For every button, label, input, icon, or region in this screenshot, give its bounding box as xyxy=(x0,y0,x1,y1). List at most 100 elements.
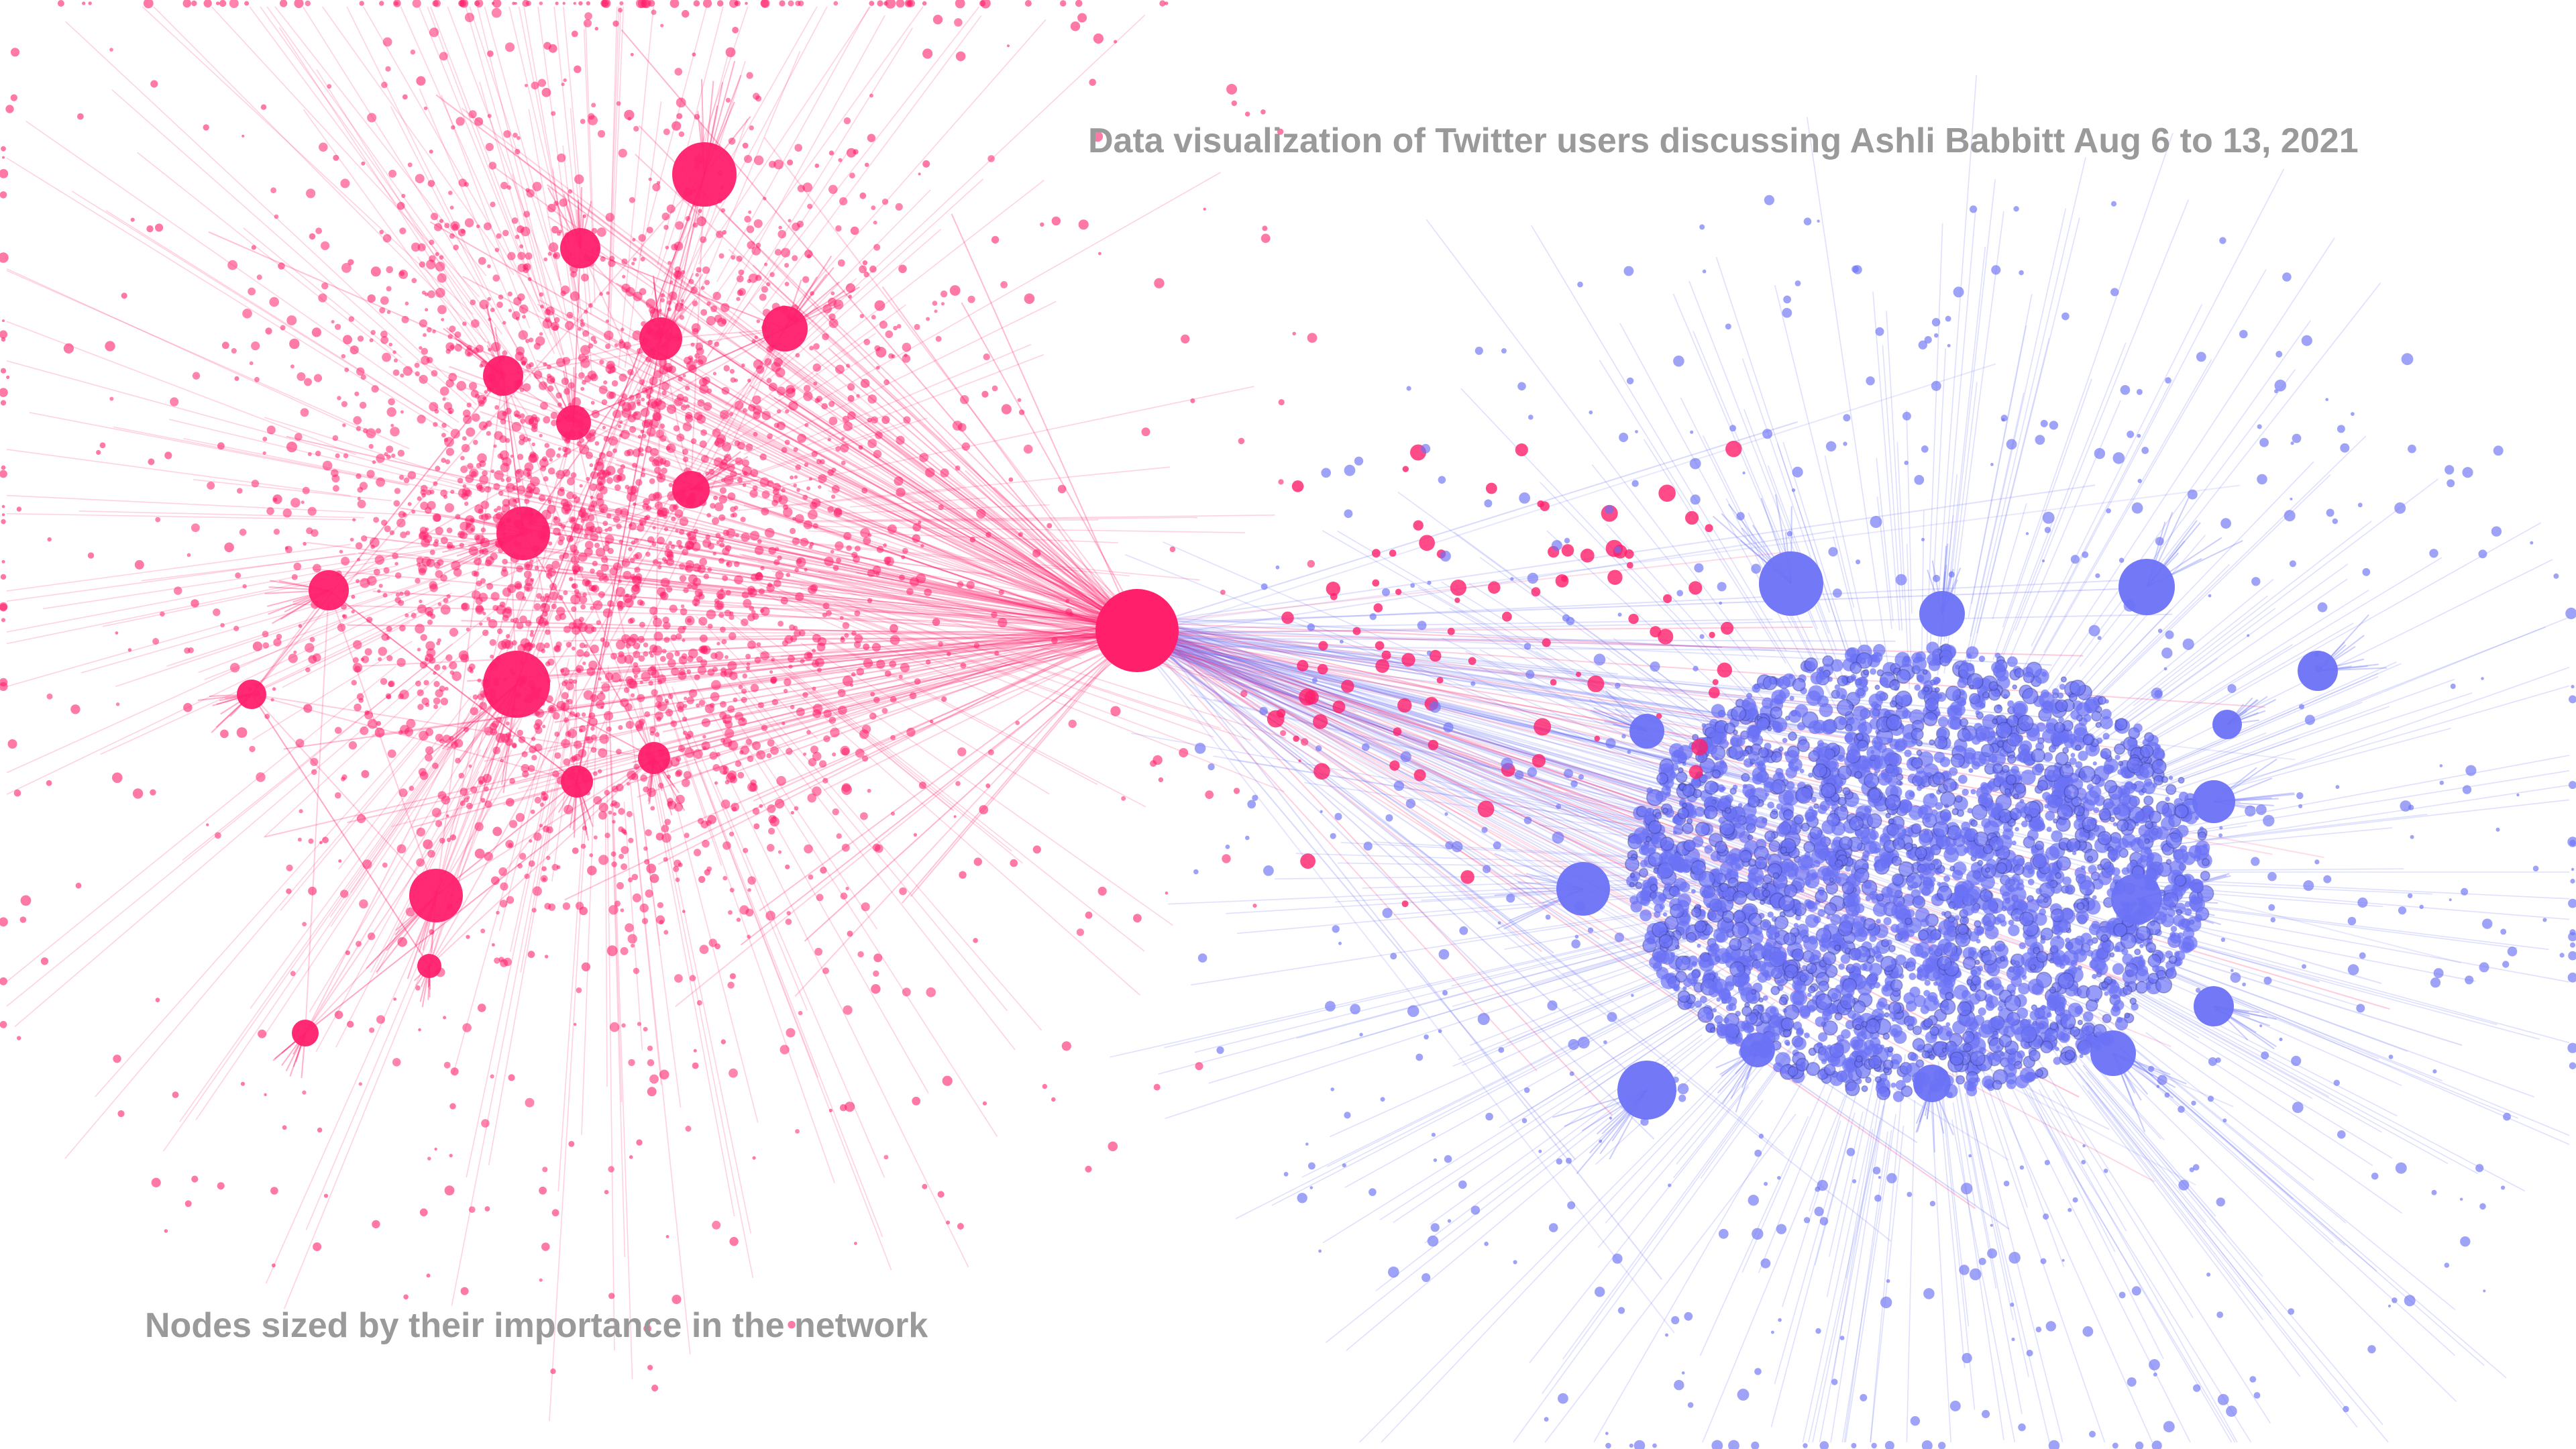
cluster-a-node xyxy=(720,667,727,674)
cluster-a-node xyxy=(439,52,448,61)
cluster-a-node xyxy=(620,947,629,955)
cluster-a-node xyxy=(751,741,761,751)
bridge-edge xyxy=(1137,623,1603,997)
cluster-b-edge xyxy=(1930,1095,1951,1443)
cluster-a-node xyxy=(708,468,714,475)
cluster-a-node xyxy=(637,435,642,439)
cluster-a-edge xyxy=(713,747,969,1268)
cluster-a-node xyxy=(633,967,640,975)
cluster-b-edge xyxy=(1477,791,1712,835)
cluster-a-node xyxy=(1078,219,1089,230)
cluster-a-node xyxy=(506,185,512,190)
cluster-a-node xyxy=(957,747,967,757)
cluster-a-node xyxy=(458,650,469,661)
cluster-a-node xyxy=(556,453,561,458)
cluster-a-node xyxy=(533,343,541,350)
cluster-a-node xyxy=(40,957,49,965)
cluster-a-node xyxy=(547,500,551,504)
cluster-a-edge xyxy=(759,584,1285,793)
cluster-a-node xyxy=(606,477,613,484)
cluster-b-node xyxy=(1767,802,1774,809)
cluster-a-node xyxy=(808,477,812,481)
cluster-a-node xyxy=(254,376,260,382)
cluster-a-node xyxy=(753,405,762,415)
cluster-a-node xyxy=(812,523,818,529)
cluster-a-node xyxy=(573,1,576,5)
cluster-a-node xyxy=(582,661,586,665)
cluster-a-node xyxy=(684,833,690,839)
cluster-a-node xyxy=(518,330,528,340)
cluster-a-node xyxy=(707,567,712,572)
cluster-a-node xyxy=(608,391,616,399)
bridge-edge xyxy=(567,631,1137,672)
cluster-a-node xyxy=(354,665,361,673)
cluster-a-node xyxy=(288,653,298,663)
cluster-a-node xyxy=(439,837,445,844)
cluster-b-edge xyxy=(1605,656,1705,725)
cluster-b-edge xyxy=(2077,1071,2349,1412)
cluster-a-node xyxy=(398,693,404,700)
cluster-a-node xyxy=(649,873,659,883)
cluster-a-node xyxy=(1154,278,1165,288)
cluster-b-edge xyxy=(1340,842,1704,862)
cluster-a-node xyxy=(445,459,450,465)
cluster-a-node xyxy=(359,401,367,409)
cluster-b-node xyxy=(1912,1025,1923,1036)
cluster-a-node xyxy=(627,449,634,456)
cluster-a-node xyxy=(455,117,465,126)
cluster-a-node xyxy=(660,23,664,28)
cluster-a-node xyxy=(819,760,827,768)
cluster-a-edge xyxy=(280,733,429,911)
hub-node xyxy=(561,765,593,798)
cluster-a-node xyxy=(164,451,172,460)
cluster-a-node xyxy=(592,771,598,776)
cluster-b-edge xyxy=(1381,1049,1754,1443)
cluster-a-node xyxy=(613,802,621,808)
cluster-a-node xyxy=(552,770,559,777)
cluster-a-node xyxy=(725,47,736,58)
cluster-a-node xyxy=(581,273,589,282)
cluster-a-node xyxy=(636,1139,643,1146)
bridge-edge xyxy=(616,282,1128,625)
cluster-a-node xyxy=(684,696,688,700)
cluster-a-node xyxy=(441,423,447,428)
cluster-a-node xyxy=(486,431,491,436)
cluster-a-node xyxy=(835,364,845,374)
cluster-a-node xyxy=(751,573,759,582)
cluster-a-node xyxy=(768,547,776,555)
bridge-edge xyxy=(812,348,1143,631)
cluster-a-node xyxy=(637,402,641,407)
cluster-a-node xyxy=(444,1185,455,1195)
cluster-b-edge xyxy=(2082,1005,2456,1311)
cluster-a-node xyxy=(804,568,808,572)
cluster-a-node xyxy=(528,453,537,464)
cluster-a-node xyxy=(814,163,820,168)
cluster-a-node xyxy=(596,570,604,578)
cluster-a-node xyxy=(584,526,594,536)
cluster-a-node xyxy=(618,7,623,13)
cluster-a-node xyxy=(549,591,559,600)
cluster-a-node xyxy=(570,711,576,717)
cluster-a-node xyxy=(666,774,671,780)
cluster-a-edge xyxy=(808,530,1118,543)
cluster-a-node xyxy=(724,720,733,729)
cluster-a-node xyxy=(559,668,565,673)
cluster-a-node xyxy=(872,843,881,852)
cluster-b-edge xyxy=(1951,1119,2016,1443)
cluster-a-node xyxy=(883,543,887,547)
hub-node xyxy=(237,680,266,709)
cluster-b-edge xyxy=(1124,553,1669,773)
cluster-a-node xyxy=(1307,559,1316,568)
bridge-edge xyxy=(1138,578,2146,627)
cluster-a-node xyxy=(425,506,432,515)
cluster-a-node xyxy=(394,561,398,566)
bridge-edge xyxy=(698,605,1136,622)
cluster-a-node xyxy=(667,300,672,305)
cluster-a-node xyxy=(669,504,677,513)
cluster-a-node xyxy=(822,612,827,618)
cluster-a-node xyxy=(510,618,515,623)
cluster-a-node xyxy=(661,382,669,390)
cluster-a-node xyxy=(828,150,835,156)
cluster-a-node xyxy=(313,1242,322,1251)
cluster-b-edge xyxy=(2087,1090,2241,1287)
